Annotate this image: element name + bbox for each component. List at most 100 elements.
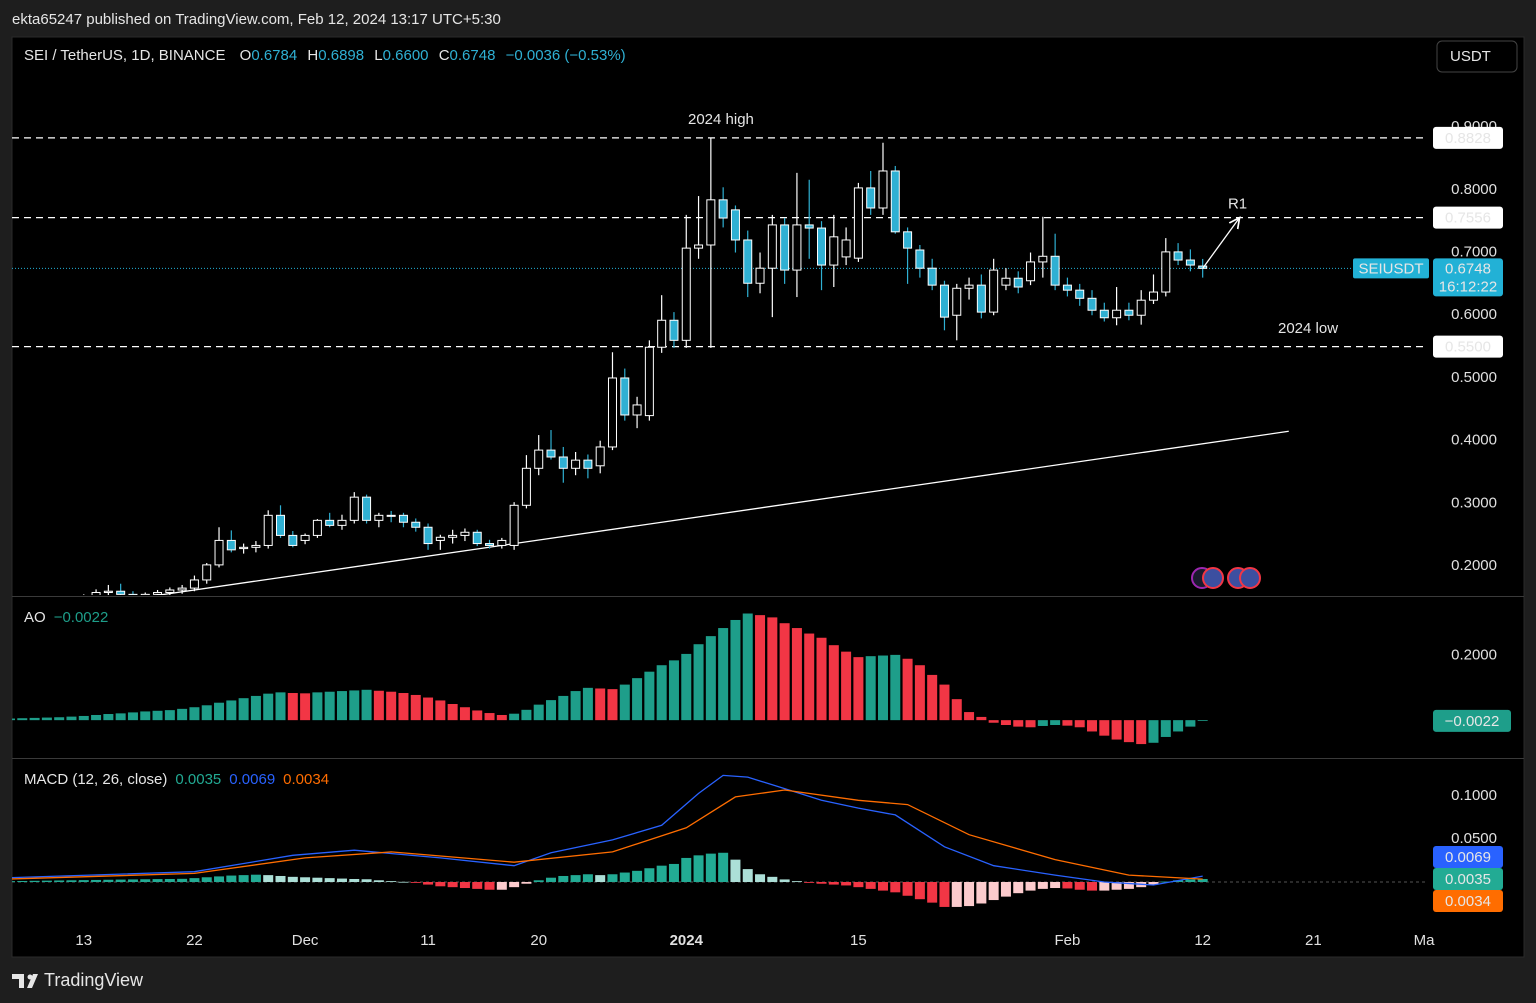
candle-body [460,531,470,536]
histogram-bar [558,875,569,883]
histogram-bar [398,693,409,721]
histogram-bar [595,875,606,883]
candle-body [263,514,273,546]
candle-body [694,244,704,249]
candle-body [362,496,372,521]
histogram-bar [693,855,704,883]
histogram-bar [164,710,175,721]
histogram-bar [865,882,876,889]
candle-body [890,170,900,233]
histogram-bar [951,699,962,721]
histogram-bar [214,702,225,721]
x-tick-label: Dec [292,932,319,949]
histogram-bar [238,698,249,721]
histogram-bar [78,880,89,883]
histogram-bar [373,690,384,721]
histogram-bar [570,875,581,883]
histogram-bar [29,880,40,883]
histogram-bar [1185,879,1196,883]
candle-body [411,521,421,528]
histogram-bar [804,882,815,883]
candle-body [1099,309,1109,319]
candle-body [312,519,322,536]
x-tick-label: 11 [420,932,436,949]
candle-body [423,526,433,545]
logo-mark [27,974,33,980]
y-tick-label: 0.8000 [1451,181,1497,198]
histogram-bar [914,665,925,721]
histogram-bar [472,882,483,889]
histogram-bar [1037,882,1048,889]
candle-body [398,514,408,523]
value-badge [1433,868,1503,890]
value-label: 0.0069 [1445,849,1491,866]
candle-body [669,319,679,341]
histogram-bar [816,637,827,721]
x-tick-label: 20 [530,932,547,949]
candle-body [472,531,482,545]
ohlc-value: 0.6748 [450,47,496,64]
histogram-bar [1160,720,1171,737]
histogram-bar [509,713,520,721]
x-tick-label: Ma [1414,932,1435,949]
candle-body [657,319,667,348]
candle-body [386,514,396,517]
histogram-bar [177,878,188,883]
candle-body [607,377,617,448]
histogram-bar [951,882,962,907]
candle-body [989,269,999,313]
histogram-bar [816,882,827,884]
candle-body [558,456,568,469]
histogram-bar [1000,882,1011,897]
histogram-bar [201,705,212,721]
candle-body [927,267,937,286]
level-badge [1433,335,1503,358]
indicator-value: 0.0034 [283,771,329,788]
candle-body [829,236,839,266]
histogram-bar [115,879,126,883]
y-tick-label: 0.4000 [1451,432,1497,449]
value-badge [1433,709,1511,732]
level-label: 0.5500 [1445,339,1491,356]
histogram-bar [54,717,65,721]
histogram-bar [29,717,40,721]
histogram-bar [927,674,938,721]
histogram-bar [12,881,15,883]
histogram-bar [472,710,483,721]
histogram-bar [632,678,643,721]
histogram-bar [484,713,495,721]
y-tick-label: 0.7000 [1451,243,1497,260]
candle-body [1038,255,1048,263]
candle-body [239,546,249,550]
indicator-line [12,774,1203,886]
histogram-bar [1160,881,1171,883]
indicator-name: AO [24,609,46,626]
histogram-bar [877,882,888,891]
histogram-bar [644,868,655,883]
histogram-bar [656,665,667,721]
histogram-bar [841,882,852,886]
histogram-bar [804,633,815,721]
y-tick-label: 0.6000 [1451,306,1497,323]
x-tick-label: 2024 [670,932,704,949]
candle-body [976,284,986,313]
histogram-bar [546,700,557,721]
histogram-bar [459,707,470,721]
histogram-bar [1197,878,1208,883]
histogram-bar [1025,882,1036,891]
histogram-bar [127,712,138,721]
histogram-bar [12,718,15,721]
histogram-bar [1099,720,1110,736]
ohlc-key: L [374,47,382,64]
candle-body [251,544,261,548]
candle-body [177,587,187,591]
currency-label[interactable]: USDT [1450,48,1491,65]
histogram-bar [226,700,237,721]
value-label: 0.0035 [1445,871,1491,888]
candle-body [435,536,445,541]
histogram-bar [423,697,434,721]
histogram-bar [1087,882,1098,891]
candle-body [939,284,949,318]
currency-button[interactable] [1436,40,1518,73]
histogram-bar [275,692,286,721]
